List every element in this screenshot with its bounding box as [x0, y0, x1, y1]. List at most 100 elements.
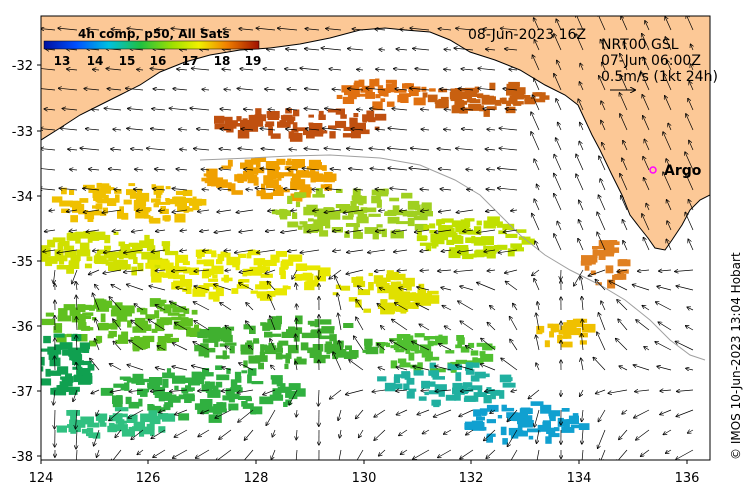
sst-pixel	[328, 346, 335, 354]
current-vector	[535, 241, 540, 251]
current-vector	[270, 339, 276, 351]
current-vector	[368, 249, 386, 253]
sst-pixel	[166, 368, 172, 377]
sst-pixel	[396, 334, 411, 339]
current-vector	[528, 389, 540, 399]
current-vector	[115, 429, 122, 438]
sst-pixel	[104, 251, 117, 259]
sst-pixel	[139, 240, 152, 248]
sst-pixel	[58, 241, 70, 247]
current-vector	[238, 409, 254, 422]
sst-pixel	[164, 392, 172, 401]
current-vector	[103, 269, 122, 273]
current-vector	[41, 188, 56, 190]
sst-pixel	[502, 438, 508, 445]
sst-pixel	[264, 345, 277, 355]
current-vector	[333, 250, 342, 251]
sst-pixel	[294, 274, 302, 281]
current-vector	[194, 149, 210, 151]
sst-pixel	[299, 179, 306, 186]
current-vector	[686, 174, 694, 191]
vector-scale-label: 0.5m/s (1kt 24h)	[601, 69, 718, 85]
current-vector	[665, 37, 672, 51]
current-vector	[554, 74, 562, 91]
sst-pixel	[157, 201, 171, 205]
current-vector	[617, 300, 628, 311]
sst-pixel	[280, 115, 292, 120]
sst-pixel	[376, 199, 382, 208]
sst-pixel	[386, 101, 395, 107]
sst-pixel	[65, 373, 72, 378]
sst-pixel	[144, 234, 150, 243]
sst-pixel	[162, 272, 174, 278]
sst-pixel	[537, 424, 551, 432]
sst-pixel	[282, 266, 288, 270]
sst-pixel	[460, 100, 468, 105]
sst-pixel	[427, 94, 438, 103]
current-vector	[135, 169, 144, 170]
sst-pixel	[284, 166, 299, 170]
sst-pixel	[295, 263, 308, 271]
sst-pixel	[120, 253, 133, 259]
current-vector	[225, 270, 232, 271]
sst-pixel	[294, 192, 307, 198]
sst-pixel	[407, 296, 415, 302]
sst-pixel	[66, 333, 73, 338]
current-vector	[237, 389, 254, 393]
current-vector	[357, 69, 364, 70]
current-vector	[498, 249, 518, 253]
current-vector	[688, 430, 694, 433]
sst-pixel	[125, 396, 132, 405]
sst-pixel	[114, 407, 129, 412]
sst-pixel	[395, 229, 401, 236]
sst-pixel	[288, 170, 294, 175]
current-vector	[456, 148, 474, 150]
sst-pixel	[296, 356, 302, 360]
current-vector	[501, 28, 518, 30]
current-vector	[459, 409, 474, 416]
sst-pixel	[183, 206, 189, 213]
sst-pixel	[260, 322, 267, 326]
current-vector	[333, 230, 342, 231]
current-vector	[413, 48, 430, 50]
sst-pixel	[121, 305, 135, 314]
sst-pixel	[486, 435, 493, 443]
sst-pixel	[454, 393, 461, 401]
sst-pixel	[81, 347, 86, 353]
current-vector	[663, 132, 672, 151]
sst-pixel	[215, 365, 223, 370]
current-vector	[153, 189, 166, 190]
sst-pixel	[521, 420, 534, 427]
sst-pixel	[120, 244, 131, 251]
sst-pixel	[211, 253, 217, 258]
sst-pixel	[318, 335, 332, 340]
current-vector	[656, 302, 672, 311]
sst-pixel	[216, 179, 228, 188]
sst-pixel	[468, 103, 482, 111]
sst-pixel	[277, 121, 291, 128]
sst-pixel	[470, 375, 480, 382]
sst-pixel	[512, 247, 524, 252]
sst-pixel	[317, 213, 330, 221]
sst-pixel	[369, 81, 375, 90]
current-vector	[415, 230, 430, 232]
sst-pixel	[566, 419, 578, 424]
sst-pixel	[385, 83, 397, 93]
current-vector	[484, 429, 496, 441]
sst-pixel	[406, 391, 415, 399]
current-vector	[43, 250, 56, 252]
sst-pixel	[221, 165, 232, 169]
sst-pixel	[494, 245, 500, 252]
argo-float-marker[interactable]	[649, 166, 657, 174]
current-vector	[349, 169, 364, 170]
sst-pixel	[176, 266, 187, 273]
sst-pixel	[113, 231, 119, 235]
sst-pixel	[242, 170, 254, 180]
sst-pixel	[157, 300, 163, 310]
current-vector	[95, 339, 100, 351]
plot-frame	[40, 15, 711, 461]
sst-pixel	[82, 312, 94, 316]
current-vector	[636, 320, 650, 331]
current-vector	[41, 168, 56, 171]
sst-pixel	[311, 329, 321, 333]
